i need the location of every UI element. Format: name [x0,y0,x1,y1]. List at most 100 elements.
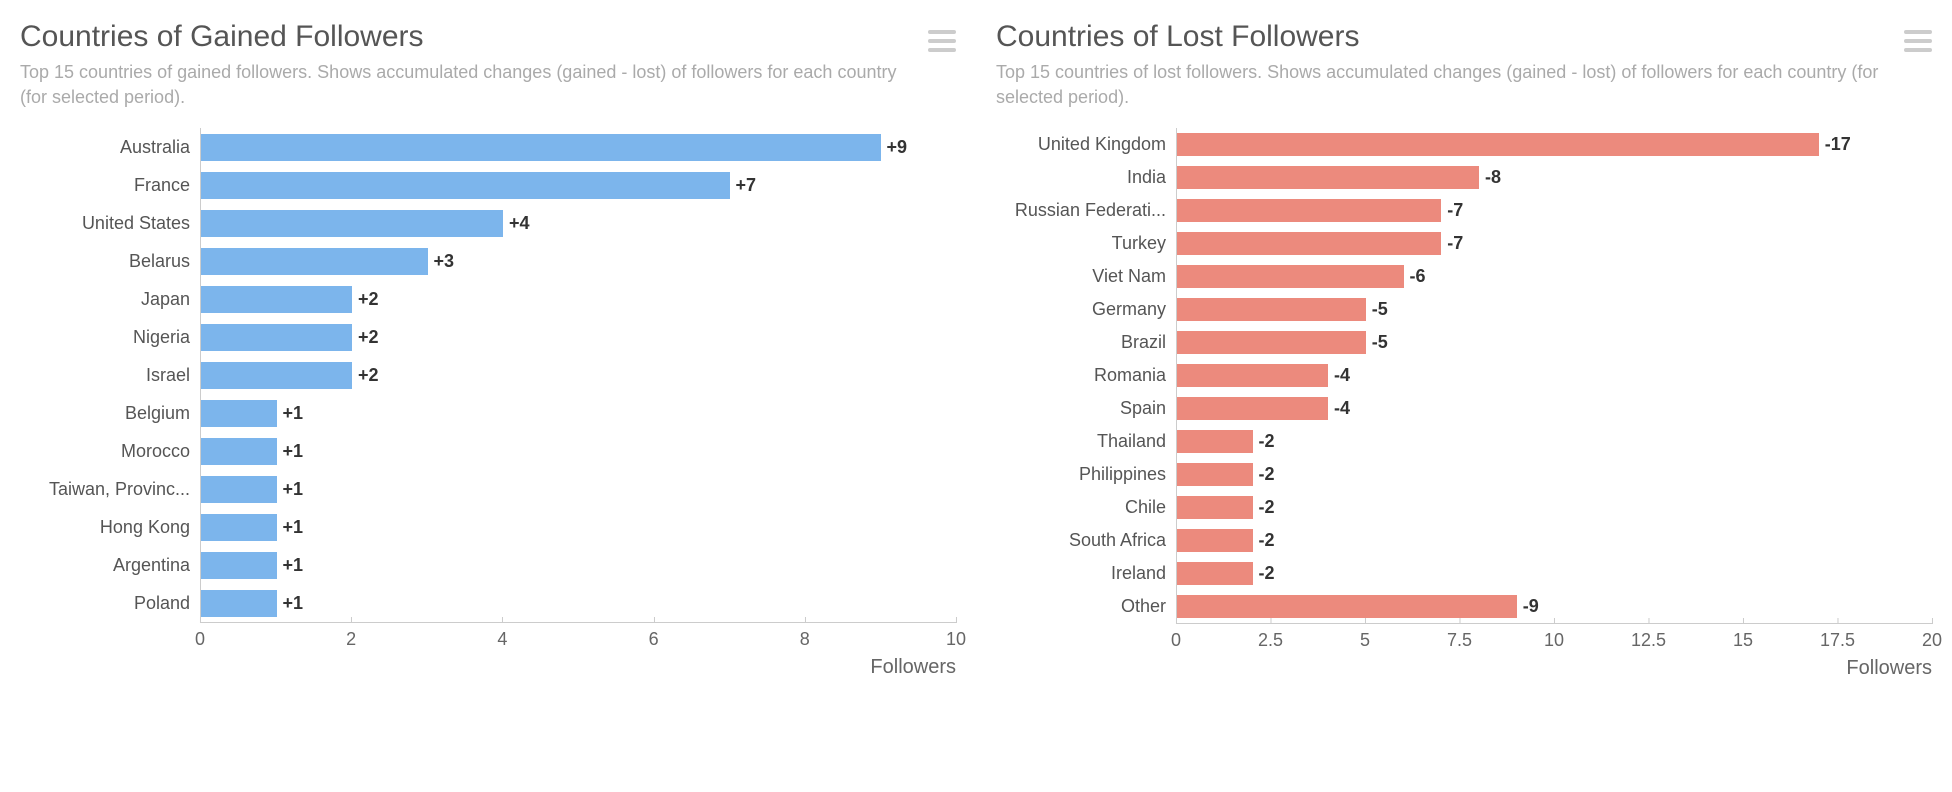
bar[interactable] [1177,397,1328,420]
bar-value-label: -2 [1259,431,1275,452]
bar-row: +1 [201,508,956,546]
lost-subtitle: Top 15 countries of lost followers. Show… [996,60,1894,110]
bar-value-label: +1 [283,555,304,576]
bar-value-label: -9 [1523,596,1539,617]
bar[interactable] [201,134,881,161]
bar-value-label: -6 [1410,266,1426,287]
bar[interactable] [1177,133,1819,156]
bar-value-label: +9 [887,137,908,158]
y-axis-label: Romania [996,359,1176,392]
x-tick: 20 [1922,624,1942,651]
y-axis-label: United States [20,204,200,242]
bar[interactable] [1177,430,1253,453]
bar-value-label: -7 [1447,233,1463,254]
bar-row: +2 [201,318,956,356]
y-axis-label: Belgium [20,394,200,432]
bar-value-label: +2 [358,327,379,348]
hamburger-menu-icon[interactable] [1904,30,1932,52]
bar-value-label: -5 [1372,332,1388,353]
y-axis-label: South Africa [996,524,1176,557]
bar-row: -6 [1177,260,1932,293]
lost-title: Countries of Lost Followers [996,20,1894,54]
bar-value-label: -2 [1259,563,1275,584]
bar-row: +4 [201,204,956,242]
bar-row: -2 [1177,425,1932,458]
bar-row: +7 [201,166,956,204]
bar-value-label: +1 [283,441,304,462]
bar[interactable] [1177,166,1479,189]
gained-title: Countries of Gained Followers [20,20,918,54]
bar-value-label: +1 [283,403,304,424]
bar[interactable] [1177,595,1517,618]
bar[interactable] [1177,562,1253,585]
lost-header: Countries of Lost Followers Top 15 count… [996,20,1932,128]
y-axis-label: Hong Kong [20,508,200,546]
y-axis-label: Brazil [996,326,1176,359]
y-axis-label: Spain [996,392,1176,425]
bar[interactable] [201,324,352,351]
lost-x-axis: 02.557.51012.51517.520 [1176,623,1932,653]
x-tick: 10 [1544,624,1564,651]
y-axis-label: Russian Federati... [996,194,1176,227]
gained-axis-label: Followers [200,652,956,679]
bar-value-label: +2 [358,289,379,310]
bar-value-label: -5 [1372,299,1388,320]
bar[interactable] [201,590,277,617]
bar[interactable] [1177,364,1328,387]
lost-y-labels: United KingdomIndiaRussian Federati...Tu… [996,128,1176,623]
bar-value-label: +1 [283,479,304,500]
y-axis-label: Germany [996,293,1176,326]
bar[interactable] [201,552,277,579]
bar[interactable] [201,400,277,427]
x-tick: 2.5 [1258,624,1283,651]
x-tick: 10 [946,623,966,650]
bar[interactable] [201,172,730,199]
bar-value-label: +7 [736,175,757,196]
bar[interactable] [1177,529,1253,552]
bar[interactable] [1177,199,1441,222]
x-tick: 5 [1360,624,1370,651]
bar[interactable] [201,248,428,275]
x-tick: 12.5 [1631,624,1666,651]
bar-value-label: +3 [434,251,455,272]
y-axis-label: Chile [996,491,1176,524]
bar[interactable] [1177,265,1404,288]
y-axis-label: Nigeria [20,318,200,356]
bar-value-label: +1 [283,593,304,614]
gained-panel: Countries of Gained Followers Top 15 cou… [20,20,956,680]
gained-titles: Countries of Gained Followers Top 15 cou… [20,20,918,128]
bar-row: +1 [201,432,956,470]
bar[interactable] [201,514,277,541]
bar-value-label: -8 [1485,167,1501,188]
y-axis-label: Japan [20,280,200,318]
y-axis-label: Turkey [996,227,1176,260]
x-tick: 4 [497,623,507,650]
bar-row: -4 [1177,392,1932,425]
gained-y-labels: AustraliaFranceUnited StatesBelarusJapan… [20,128,200,622]
bar[interactable] [1177,496,1253,519]
y-axis-label: Ireland [996,557,1176,590]
bar[interactable] [201,286,352,313]
bar-row: -2 [1177,458,1932,491]
y-axis-label: India [996,161,1176,194]
bar-value-label: +2 [358,365,379,386]
bar[interactable] [1177,298,1366,321]
bar[interactable] [1177,331,1366,354]
x-tick: 0 [1171,624,1181,651]
hamburger-menu-icon[interactable] [928,30,956,52]
y-axis-label: Viet Nam [996,260,1176,293]
bar[interactable] [201,476,277,503]
bar-row: +2 [201,280,956,318]
y-axis-label: Other [996,590,1176,623]
y-axis-label: Poland [20,584,200,622]
bar[interactable] [1177,232,1441,255]
bar-row: -17 [1177,128,1932,161]
bar[interactable] [201,210,503,237]
dashboard: Countries of Gained Followers Top 15 cou… [20,20,1932,680]
bar[interactable] [201,362,352,389]
bar-row: -5 [1177,293,1932,326]
gained-subtitle: Top 15 countries of gained followers. Sh… [20,60,918,110]
bar-row: -7 [1177,194,1932,227]
bar[interactable] [1177,463,1253,486]
bar[interactable] [201,438,277,465]
